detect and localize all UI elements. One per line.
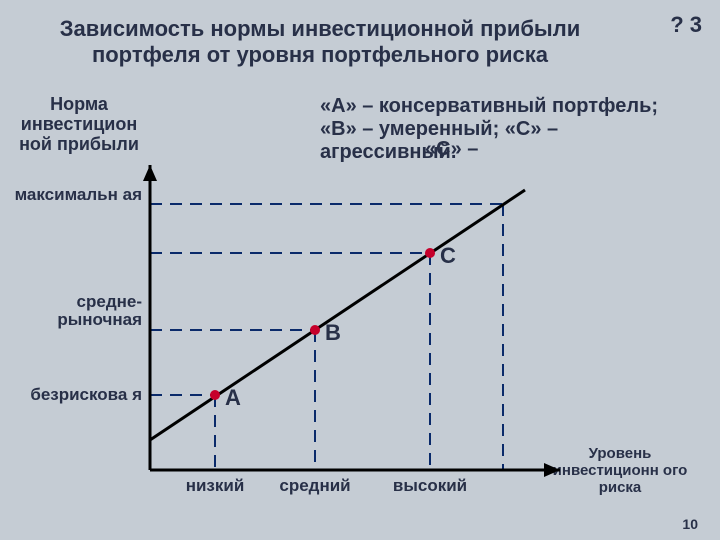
y-tick-label: безрискова я: [0, 386, 142, 404]
x-tick-label: высокий: [380, 476, 480, 496]
point-label-c: C: [440, 243, 456, 269]
y-tick-label: средне- рыночная: [0, 293, 142, 329]
slide: Зависимость нормы инвестиционной прибыли…: [0, 0, 720, 540]
point-label-b: B: [325, 320, 341, 346]
y-tick-label: максимальн ая: [0, 186, 142, 204]
x-tick-label: низкий: [165, 476, 265, 496]
page-number: 10: [682, 516, 698, 532]
point-label-a: A: [225, 385, 241, 411]
chart: [0, 0, 720, 540]
x-tick-label: средний: [265, 476, 365, 496]
